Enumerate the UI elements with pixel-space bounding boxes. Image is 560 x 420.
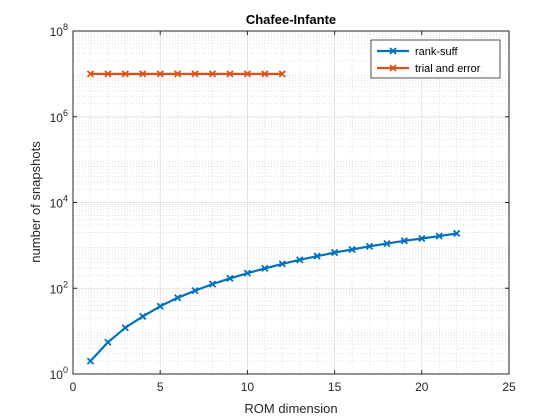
marker-stroke — [313, 252, 321, 260]
data-point-marker — [104, 70, 112, 78]
marker-stroke — [226, 70, 234, 78]
marker-stroke — [208, 70, 217, 78]
marker-stroke — [191, 70, 199, 78]
marker-stroke — [156, 70, 164, 78]
data-point-marker — [348, 245, 356, 254]
data-point-marker — [139, 70, 147, 78]
marker-stroke — [156, 302, 164, 310]
y-tick-label: 104 — [50, 194, 68, 211]
marker-stroke — [104, 338, 112, 346]
legend-marker-2 — [389, 64, 397, 72]
data-point-marker — [278, 260, 286, 268]
marker-stroke — [86, 70, 95, 78]
y-tick-label: 102 — [50, 279, 68, 296]
marker-stroke — [348, 245, 356, 254]
marker-stroke — [243, 269, 252, 277]
marker-stroke — [121, 70, 129, 78]
data-point-marker — [156, 70, 164, 78]
data-point-marker — [453, 229, 461, 238]
data-point-marker — [243, 70, 252, 78]
legend-box — [370, 39, 501, 79]
data-point-marker — [121, 324, 129, 332]
legend-marker-1 — [389, 47, 397, 55]
y-tick-label: 100 — [50, 365, 68, 382]
data-point-marker — [86, 70, 95, 78]
data-point-marker — [226, 274, 234, 283]
data-point-marker — [208, 70, 217, 78]
marker-stroke — [121, 324, 129, 332]
data-point-marker — [104, 338, 112, 346]
data-point-marker — [121, 70, 129, 78]
data-point-marker — [261, 70, 269, 78]
marker-stroke — [174, 70, 182, 78]
x-tick-label: 5 — [157, 380, 164, 394]
data-point-marker — [435, 232, 443, 240]
data-point-marker — [261, 264, 269, 273]
legend-label-2: trial and error — [415, 63, 481, 75]
y-axis-label: number of snapshots — [28, 141, 43, 263]
x-tick-label: 25 — [502, 380, 516, 394]
marker-stroke — [330, 248, 339, 257]
data-point-marker — [156, 302, 164, 310]
data-point-marker — [313, 252, 321, 260]
data-point-marker — [139, 312, 147, 321]
marker-stroke — [418, 234, 426, 243]
ticks-layer: 0 5 10 15 20 25 100 102 104 106 108 — [50, 22, 516, 394]
x-tick-label: 20 — [415, 380, 429, 394]
data-point-marker — [243, 269, 252, 277]
y-tick-label: 108 — [50, 22, 68, 39]
marker-stroke — [174, 294, 182, 302]
data-point-marker — [296, 256, 304, 264]
marker-stroke — [278, 70, 286, 78]
marker-stroke — [365, 242, 374, 250]
data-point-marker — [86, 357, 95, 365]
data-point-marker — [208, 280, 217, 288]
data-point-marker — [278, 70, 286, 78]
marker-stroke — [243, 70, 252, 78]
data-point-marker — [191, 70, 199, 78]
marker-stroke — [435, 232, 443, 240]
marker-stroke — [261, 70, 269, 78]
marker-stroke — [104, 70, 112, 78]
marker-stroke — [208, 280, 217, 288]
marker-stroke — [453, 229, 461, 238]
x-tick-label: 15 — [328, 380, 342, 394]
legend-label-1: rank-suff — [415, 46, 459, 58]
marker-stroke — [400, 237, 408, 245]
marker-stroke — [139, 312, 147, 321]
marker-stroke — [383, 239, 391, 248]
marker-stroke — [226, 274, 234, 283]
series-layer — [86, 70, 461, 365]
series-line-1 — [89, 232, 457, 362]
marker-stroke — [261, 264, 269, 273]
marker-stroke — [191, 286, 199, 295]
data-point-marker — [226, 70, 234, 78]
data-point-marker — [174, 70, 182, 78]
marker-stroke — [296, 256, 304, 264]
legend: rank-suff trial and error — [370, 39, 501, 79]
chart-title: Chafee-Infante — [246, 12, 336, 27]
data-point-marker — [191, 286, 199, 295]
marker-stroke — [139, 70, 147, 78]
x-axis-label: ROM dimension — [244, 401, 337, 416]
data-point-marker — [365, 242, 374, 250]
data-point-marker — [330, 248, 339, 257]
data-point-marker — [174, 294, 182, 302]
data-point-marker — [400, 237, 408, 245]
x-tick-label: 10 — [241, 380, 255, 394]
y-tick-label: 106 — [50, 108, 68, 125]
marker-stroke — [86, 357, 95, 365]
data-point-marker — [418, 234, 426, 243]
data-point-marker — [383, 239, 391, 248]
marker-stroke — [278, 260, 286, 268]
x-tick-label: 0 — [70, 380, 77, 394]
